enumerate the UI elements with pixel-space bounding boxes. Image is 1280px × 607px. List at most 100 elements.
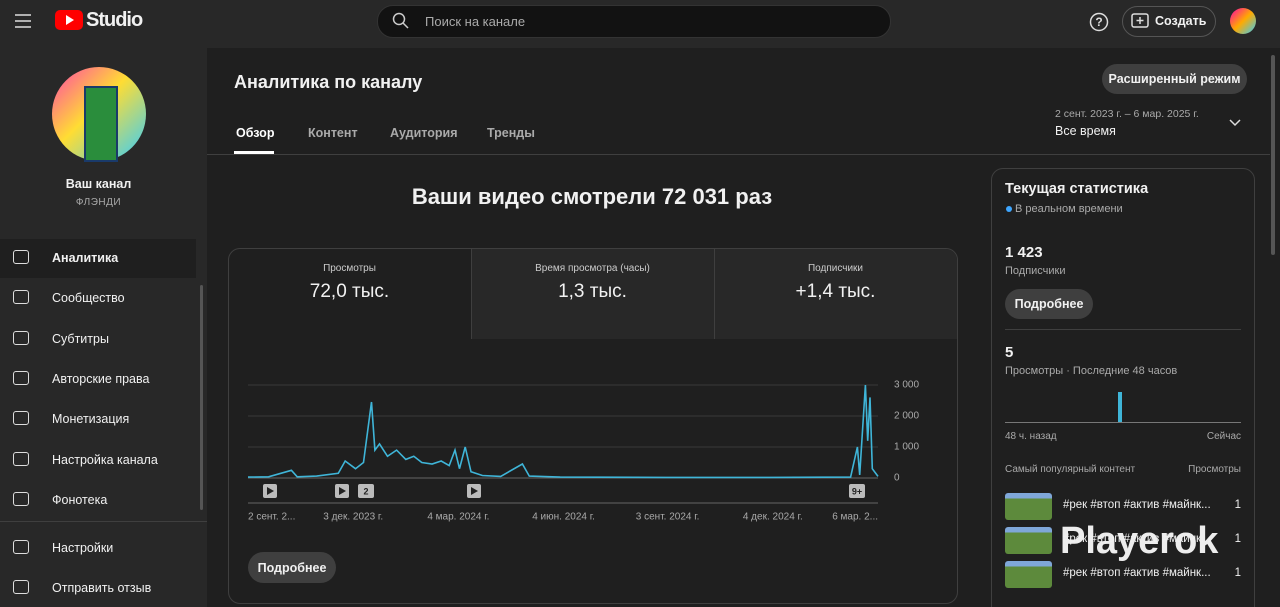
metric-label[interactable]: Просмотры bbox=[323, 263, 376, 274]
item-icon bbox=[13, 411, 29, 426]
sidebar-item[interactable]: Настройка канала bbox=[52, 452, 158, 467]
x-tick-label: 4 июн. 2024 г. bbox=[532, 512, 595, 523]
realtime-axis bbox=[1005, 422, 1241, 423]
video-title[interactable]: #рек #втоп #актив #майнк... bbox=[1063, 499, 1211, 511]
y-tick-label: 1 000 bbox=[894, 442, 919, 453]
x-tick-label: 4 дек. 2024 г. bbox=[743, 512, 803, 523]
search-icon bbox=[392, 12, 409, 29]
video-count-badge bbox=[849, 484, 865, 498]
sidebar-item[interactable]: Аналитика bbox=[52, 251, 119, 265]
video-count: 2 bbox=[363, 486, 368, 496]
thumbnail[interactable] bbox=[1005, 561, 1052, 588]
video-title[interactable]: #рек #втоп #актив #майнк... bbox=[1063, 533, 1211, 545]
top-content-column: Просмотры bbox=[1188, 464, 1241, 475]
y-tick-label: 0 bbox=[894, 473, 900, 484]
video-title[interactable]: #рек #втоп #актив #майнк... bbox=[1063, 567, 1211, 579]
play-icon bbox=[471, 487, 478, 495]
thumbnail[interactable] bbox=[1005, 493, 1052, 520]
sidebar-item[interactable]: Отправить отзыв bbox=[52, 581, 152, 595]
top-content-title: Самый популярный контент bbox=[1005, 464, 1136, 475]
period-dropdown[interactable] bbox=[1228, 118, 1242, 128]
menu-button[interactable] bbox=[14, 12, 32, 30]
create-label[interactable]: Создать bbox=[1155, 14, 1207, 28]
metric-value[interactable]: 72,0 тыс. bbox=[309, 281, 390, 302]
channel-name: ФЛЭНДИ bbox=[75, 197, 122, 208]
tab[interactable]: Контент bbox=[308, 126, 358, 140]
account-avatar[interactable] bbox=[1230, 8, 1256, 34]
tab[interactable]: Тренды bbox=[487, 126, 535, 140]
item-icon bbox=[13, 451, 29, 466]
metric-divider bbox=[714, 249, 715, 339]
panel-divider bbox=[1005, 329, 1241, 330]
sidebar-item[interactable]: Сообщество bbox=[52, 291, 125, 306]
views-count: 5 bbox=[1005, 344, 1014, 361]
realtime-to: Сейчас bbox=[1206, 431, 1241, 442]
realtime-more-button[interactable]: Подробнее bbox=[1005, 289, 1093, 319]
advanced-button[interactable]: Расширенный режим bbox=[1102, 64, 1247, 94]
realtime-bar bbox=[1118, 392, 1122, 422]
sidebar-item[interactable]: Авторские права bbox=[52, 371, 150, 386]
views-line bbox=[247, 384, 879, 479]
realtime-from: 48 ч. назад bbox=[1005, 431, 1057, 442]
svg-text:?: ? bbox=[1095, 15, 1102, 29]
video-count-badge bbox=[358, 484, 374, 498]
channel-title: Ваш канал bbox=[65, 177, 132, 191]
tab[interactable]: Обзор bbox=[236, 126, 275, 140]
create-icon bbox=[1131, 13, 1149, 28]
active-item-bg bbox=[0, 239, 196, 278]
metric-label[interactable]: Подписчики bbox=[807, 263, 863, 274]
video-views: 1 bbox=[1234, 499, 1241, 511]
live-dot bbox=[1006, 206, 1012, 212]
sidebar-item[interactable]: Монетизация bbox=[52, 412, 130, 427]
sidebar-item[interactable]: Субтитры bbox=[52, 331, 109, 346]
subscriber-label: Подписчики bbox=[1005, 265, 1066, 277]
item-icon bbox=[13, 330, 29, 345]
x-tick-label: 3 сент. 2024 г. bbox=[636, 512, 700, 523]
play-icon bbox=[267, 487, 274, 495]
metric-label[interactable]: Время просмотра (часы) bbox=[535, 263, 650, 274]
metric-value[interactable]: 1,3 тыс. bbox=[558, 281, 627, 302]
metric-value[interactable]: +1,4 тыс. bbox=[795, 281, 876, 302]
views-chart: 0 1 000 2 000 3 000 2 9+ 2 сент. 2... 3 дек. 20… bbox=[247, 380, 919, 523]
item-icon bbox=[13, 491, 29, 506]
period[interactable]: Все время bbox=[1055, 124, 1116, 138]
thumbnail[interactable] bbox=[1005, 527, 1052, 554]
metric-divider bbox=[471, 249, 472, 339]
tab[interactable]: Аудитория bbox=[390, 126, 458, 140]
search-box[interactable] bbox=[377, 5, 891, 38]
help-button[interactable]: ? bbox=[1089, 12, 1109, 32]
create-button[interactable] bbox=[1122, 6, 1216, 37]
x-tick-label: 3 дек. 2023 г. bbox=[323, 512, 383, 523]
logo-text[interactable]: Studio bbox=[86, 9, 143, 31]
page-title: Аналитика по каналу bbox=[234, 72, 423, 92]
watermark: Playerok bbox=[1060, 520, 1219, 562]
tabs-divider bbox=[207, 154, 1270, 155]
item-icon bbox=[13, 540, 29, 554]
avatar-figure bbox=[84, 86, 118, 162]
main-scrollbar bbox=[1271, 55, 1275, 255]
sidebar-item[interactable]: Фонотека bbox=[52, 492, 108, 507]
realtime-panel bbox=[991, 168, 1255, 607]
y-tick-label: 2 000 bbox=[894, 411, 919, 422]
active-tab-underline bbox=[234, 151, 274, 154]
x-tick-label: 4 мар. 2024 г. bbox=[427, 512, 489, 523]
youtube-logo[interactable] bbox=[55, 10, 83, 30]
live-label: В реальном времени bbox=[1015, 203, 1123, 215]
more-button[interactable]: Подробнее bbox=[248, 552, 336, 583]
headline: Ваши видео смотрели 72 031 раз bbox=[411, 184, 773, 209]
item-icon bbox=[13, 290, 29, 305]
video-views: 1 bbox=[1234, 567, 1241, 579]
item-icon bbox=[13, 370, 29, 385]
views-label: Просмотры · Последние 48 часов bbox=[1005, 365, 1178, 377]
sidebar-item[interactable]: Настройки bbox=[52, 541, 114, 555]
search-placeholder: Поиск на канале bbox=[425, 14, 526, 29]
sidebar-divider bbox=[0, 521, 207, 522]
y-tick-label: 3 000 bbox=[894, 380, 919, 391]
sidebar-scrollbar bbox=[200, 285, 203, 510]
subscriber-count: 1 423 bbox=[1005, 244, 1043, 261]
overview-card bbox=[228, 248, 958, 604]
date-range: 2 сент. 2023 г. – 6 мар. 2025 г. bbox=[1055, 108, 1199, 120]
video-count: 9+ bbox=[852, 486, 862, 496]
video-views: 1 bbox=[1234, 533, 1241, 545]
